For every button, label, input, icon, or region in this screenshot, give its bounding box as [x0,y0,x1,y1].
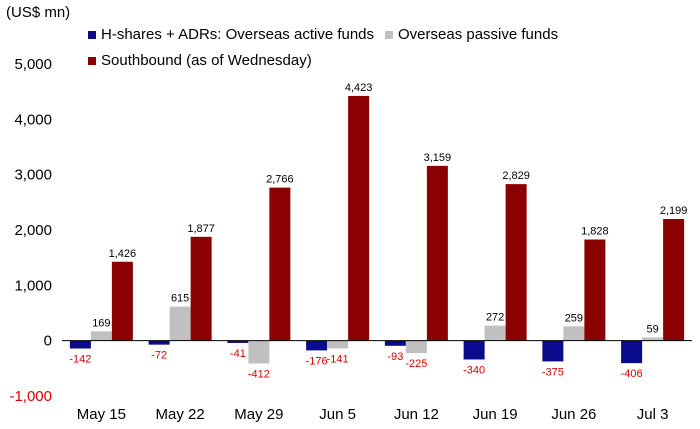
bar-southbound [269,187,291,341]
data-label: -406 [621,368,643,380]
legend-label-southbound: Southbound (as of Wednesday) [101,52,312,69]
x-tick-label: May 29 [234,406,283,423]
data-label: -225 [405,358,427,370]
data-label: -375 [542,366,564,378]
legend-swatch-passive-funds [385,30,393,39]
data-label: 59 [647,323,659,335]
data-label: 2,199 [660,205,688,217]
bar-active-funds [384,340,406,346]
legend-item-passive-funds: Overseas passive funds [385,26,558,43]
data-label: 2,829 [502,170,530,182]
bar-active-funds [227,340,249,343]
legend-swatch-southbound [88,56,96,65]
bar-passive-funds [484,325,506,341]
x-tick-label: Jun 12 [394,406,439,423]
data-label: -141 [327,353,349,365]
data-label: -72 [151,350,167,362]
y-tick-label: 5,000 [14,56,52,73]
bar-southbound [426,165,448,341]
bar-passive-funds [248,340,270,364]
y-axis-unit-label: (US$ mn) [6,4,71,21]
data-label: -412 [248,368,270,380]
legend-swatch-active-funds [88,30,96,39]
data-label: -142 [69,354,91,366]
x-tick-label: Jun 19 [473,406,518,423]
x-tick-label: May 15 [77,406,126,423]
bar-active-funds [621,340,643,364]
data-label: 1,877 [187,223,215,235]
y-tick-label: 1,000 [14,277,52,294]
bar-southbound [190,236,212,341]
y-tick-label: -1,000 [9,388,52,405]
data-label: -93 [387,351,403,363]
y-tick-label: 2,000 [14,222,52,239]
bar-active-funds [306,340,328,351]
legend-item-southbound: Southbound (as of Wednesday) [88,52,312,69]
bar-passive-funds [563,326,585,341]
y-tick-label: 0 [44,333,52,350]
data-label: -340 [463,364,485,376]
bar-southbound [348,95,370,341]
data-label: 169 [92,317,110,329]
data-label: 272 [486,312,504,324]
bar-passive-funds [642,337,664,341]
bar-passive-funds [405,340,427,354]
bar-passive-funds [327,340,349,349]
y-tick-label: 3,000 [14,167,52,184]
data-label: -176 [306,355,328,367]
x-tick-label: Jun 26 [551,406,596,423]
bar-southbound [663,218,685,341]
legend-label-active-funds: H-shares + ADRs: Overseas active funds [101,26,375,43]
legend-label-passive-funds: Overseas passive funds [398,26,559,43]
data-label: 259 [565,312,583,324]
bar-active-funds [148,340,170,345]
data-label: 615 [171,293,189,305]
data-label: 1,828 [581,226,609,238]
data-label: 4,423 [345,82,373,94]
legend-item-active-funds: H-shares + ADRs: Overseas active funds [88,26,374,43]
bar-active-funds [542,340,564,362]
bar-active-funds [69,340,91,349]
x-tick-label: Jul 3 [637,406,669,423]
data-label: 1,426 [109,248,137,260]
y-tick-label: 4,000 [14,111,52,128]
x-tick-label: May 22 [156,406,205,423]
bar-active-funds [463,340,485,360]
bar-passive-funds [90,331,112,341]
bar-southbound [584,239,606,341]
bar-southbound [505,184,527,341]
bar-passive-funds [169,306,191,341]
data-label: 3,159 [424,152,452,164]
x-tick-label: Jun 5 [319,406,356,423]
data-label: -41 [230,348,246,360]
bar-southbound [111,261,133,341]
data-label: 2,766 [266,174,294,186]
